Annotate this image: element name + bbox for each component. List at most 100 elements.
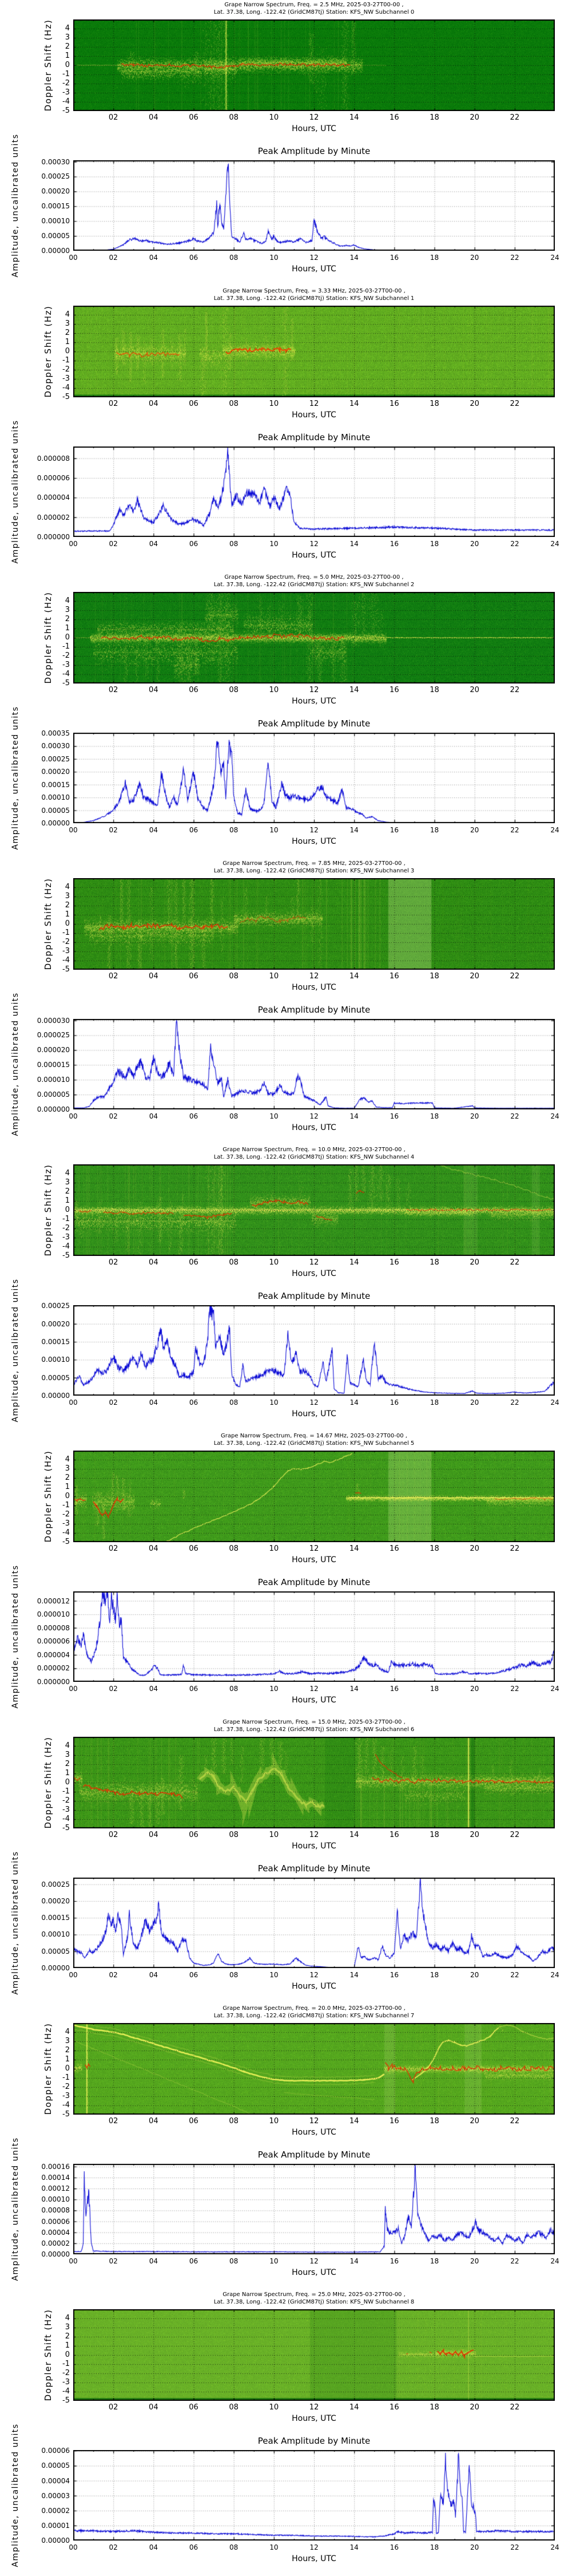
x-tick-label: 00 — [69, 1685, 78, 1693]
y-tick-label: 0.00005 — [41, 232, 70, 240]
plot-title-line1: Grape Narrow Spectrum, Freq. = 25.0 MHz,… — [223, 2291, 406, 2298]
x-tick-label: 06 — [189, 2257, 198, 2265]
x-tick-label: 12 — [309, 113, 319, 122]
y-tick-label: -5 — [62, 965, 70, 974]
y-tick-label: -4 — [62, 1242, 70, 1251]
x-tick-label: 10 — [269, 254, 279, 262]
y-tick-label: 0.00003 — [41, 2491, 70, 2500]
y-tick-label: 2 — [65, 901, 70, 910]
plot-title-line1: Grape Narrow Spectrum, Freq. = 20.0 MHz,… — [223, 2005, 406, 2012]
x-tick-label: 08 — [229, 540, 239, 548]
x-tick-label: 18 — [430, 826, 439, 834]
y-tick-label: -2 — [62, 938, 70, 946]
y-tick-label: -2 — [62, 79, 70, 88]
y-tick-label: 0.000030 — [37, 1016, 70, 1025]
x-tick-label: 20 — [470, 400, 479, 408]
x-axis-label: Hours, UTC — [292, 124, 336, 133]
x-tick-label: 24 — [550, 1112, 559, 1120]
x-tick-label: 14 — [349, 1831, 359, 1839]
x-tick-label: 12 — [309, 400, 319, 408]
line-chart-canvas — [73, 733, 555, 823]
x-axis-label: Hours, UTC — [292, 1842, 336, 1851]
x-tick-label: 20 — [470, 686, 479, 694]
x-tick-label: 10 — [269, 2117, 279, 2125]
x-tick-label: 12 — [309, 2117, 319, 2125]
x-tick-label: 06 — [189, 540, 198, 548]
x-tick-label: 22 — [510, 254, 519, 262]
spectrogram-figure-0: Grape Narrow Spectrum, Freq. = 2.5 MHz, … — [0, 0, 572, 143]
y-tick-label: 0.000002 — [37, 513, 70, 521]
y-tick-label: 0.00010 — [41, 217, 70, 226]
y-tick-label: -2 — [62, 2369, 70, 2377]
x-tick-label: 04 — [149, 826, 158, 834]
y-tick-label: 3 — [65, 2323, 70, 2332]
x-tick-label: 18 — [430, 1971, 439, 1979]
y-tick-label: -4 — [62, 1815, 70, 1823]
x-tick-label: 14 — [349, 2543, 359, 2551]
x-tick-label: 20 — [470, 113, 479, 122]
y-axis-label: Amplitude, uncalibrated units — [11, 706, 20, 850]
x-tick-label: 04 — [149, 254, 158, 262]
x-tick-label: 16 — [390, 1971, 399, 1979]
y-tick-label: 2 — [65, 2332, 70, 2341]
y-tick-label: 0.000002 — [37, 1664, 70, 1673]
y-tick-label: 0 — [65, 919, 70, 928]
x-tick-label: 14 — [349, 540, 359, 548]
x-tick-label: 12 — [309, 826, 319, 834]
x-tick-label: 22 — [510, 1831, 520, 1839]
y-tick-label: -4 — [62, 670, 70, 678]
y-tick-label: -5 — [62, 2110, 70, 2119]
y-tick-label: 0.000008 — [37, 454, 70, 463]
x-tick-label: 18 — [430, 686, 439, 694]
plot-title-line1: Grape Narrow Spectrum, Freq. = 14.67 MHz… — [221, 1433, 407, 1439]
plot-title: Peak Amplitude by Minute — [257, 1577, 371, 1587]
plot-title: Peak Amplitude by Minute — [257, 2436, 371, 2446]
y-tick-label: 0.00030 — [41, 742, 70, 750]
x-axis-label: Hours, UTC — [292, 1269, 336, 1278]
y-tick-label: 3 — [65, 2037, 70, 2045]
y-tick-label: 0.000000 — [37, 533, 70, 541]
y-tick-label: -3 — [62, 1519, 70, 1528]
spectrogram-canvas — [73, 306, 555, 397]
y-tick-label: -3 — [62, 1233, 70, 1242]
y-tick-label: 3 — [65, 1464, 70, 1473]
x-axis-label: Hours, UTC — [292, 1123, 336, 1132]
x-tick-label: 16 — [390, 972, 399, 981]
x-tick-label: 20 — [470, 1544, 479, 1553]
x-tick-label: 04 — [149, 400, 158, 408]
x-tick-label: 22 — [510, 1112, 519, 1120]
x-tick-label: 00 — [69, 1971, 78, 1979]
y-axis-label: Amplitude, uncalibrated units — [11, 133, 20, 278]
plot-title-line1: Grape Narrow Spectrum, Freq. = 3.33 MHz,… — [223, 288, 406, 294]
x-tick-label: 16 — [390, 113, 399, 122]
plot-title-line1: Grape Narrow Spectrum, Freq. = 15.0 MHz,… — [223, 1719, 406, 1725]
x-tick-label: 02 — [108, 2403, 118, 2412]
x-tick-label: 02 — [108, 113, 118, 122]
y-tick-label: 3 — [65, 1751, 70, 1759]
x-tick-label: 06 — [189, 2117, 198, 2125]
x-tick-label: 24 — [550, 254, 559, 262]
x-tick-label: 12 — [309, 1685, 319, 1693]
x-axis-label: Hours, UTC — [292, 264, 336, 274]
x-tick-label: 22 — [510, 972, 520, 981]
y-tick-label: -3 — [62, 2092, 70, 2100]
x-tick-label: 08 — [229, 400, 239, 408]
y-tick-label: 0.00015 — [41, 1914, 70, 1922]
x-tick-label: 20 — [470, 254, 479, 262]
x-tick-label: 08 — [229, 2117, 239, 2125]
x-tick-label: 12 — [309, 686, 319, 694]
y-tick-label: 0.000008 — [37, 1623, 70, 1632]
x-tick-label: 10 — [269, 1112, 279, 1120]
x-tick-label: 04 — [149, 1258, 158, 1267]
x-tick-label: 16 — [390, 1544, 399, 1553]
spectrogram-figure-5: Grape Narrow Spectrum, Freq. = 14.67 MHz… — [0, 1431, 572, 1574]
y-tick-label: 0.00025 — [41, 754, 70, 763]
y-tick-label: 3 — [65, 892, 70, 900]
x-tick-label: 06 — [189, 1685, 198, 1693]
x-tick-label: 12 — [309, 1971, 319, 1979]
amplitude-figure-5: Peak Amplitude by Minute Amplitude, unca… — [0, 1564, 572, 1717]
y-tick-label: -2 — [62, 1796, 70, 1805]
y-tick-label: 3 — [65, 319, 70, 328]
x-tick-label: 04 — [149, 1398, 158, 1406]
x-tick-label: 02 — [108, 1258, 118, 1267]
